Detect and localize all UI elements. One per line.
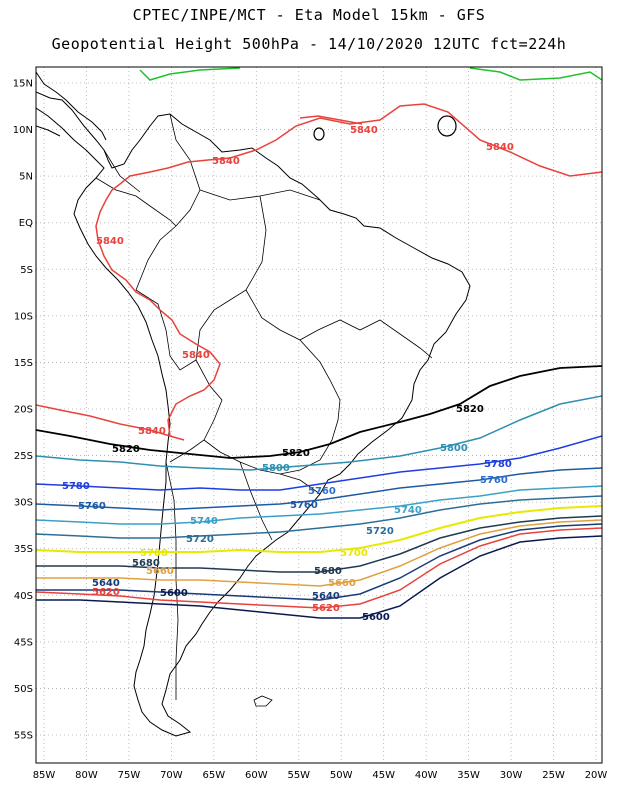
longitude-label: 60W (245, 770, 268, 781)
contour-line-5780 (36, 435, 602, 491)
longitude-label: 40W (415, 770, 438, 781)
contour-label: 5700 (140, 548, 168, 559)
contour-label: 5840 (486, 142, 514, 153)
contour-line-green (139, 67, 602, 81)
latitude-label: 5N (19, 172, 33, 183)
contour-line-5660 (36, 519, 602, 587)
contour-line-5620 (36, 527, 602, 609)
longitude-label: 25W (542, 770, 565, 781)
contour-label: 5620 (92, 587, 120, 598)
latitude-label: 10S (14, 311, 33, 322)
contour-label: 5660 (146, 566, 174, 577)
latitude-label: 45S (14, 637, 33, 648)
latitude-label: 15S (14, 358, 33, 369)
latitude-label: EQ (19, 218, 33, 229)
contour-label: 5760 (480, 475, 508, 486)
map-frame (35, 66, 603, 764)
latitude-label: 15N (13, 79, 33, 90)
contour-label: 5680 (314, 566, 342, 577)
longitude-label: 75W (118, 770, 141, 781)
contour-label: 5680 (132, 558, 160, 569)
contour-line-5720 (36, 495, 602, 539)
contour-line-5840-east (299, 115, 363, 125)
contour-line-5640 (36, 523, 602, 601)
contour-label: 5700 (340, 548, 368, 559)
longitude-label: 70W (160, 770, 183, 781)
contour-label: 5660 (328, 578, 356, 589)
contour-label: 5600 (362, 612, 390, 623)
contour-label: 5740 (190, 516, 218, 527)
latitude-label: 25S (14, 451, 33, 462)
contour-line-5820 (36, 365, 602, 459)
contour-label: 5800 (440, 443, 468, 454)
latitude-label: 35S (14, 544, 33, 555)
contour-label: 5840 (212, 156, 240, 167)
longitude-label: 50W (330, 770, 353, 781)
contour-label: 5840 (96, 236, 124, 247)
longitude-label: 85W (33, 770, 56, 781)
longitude-labels: 85W 80W 75W 70W 65W 60W 55W 50W 45W 40W 35W 30W 25W 2… (33, 770, 608, 781)
map-title-line1: CPTEC/INPE/MCT - Eta Model 15km - GFS (132, 6, 486, 24)
longitude-label: 65W (203, 770, 226, 781)
latitude-label: 40S (14, 591, 33, 602)
longitude-label: 35W (457, 770, 480, 781)
contour-line-5700 (36, 505, 602, 553)
contour-label: 5760 (290, 500, 318, 511)
contour-line-5680 (36, 515, 602, 573)
falkland-islands (253, 695, 273, 707)
central-america-coastline (36, 71, 107, 141)
contour-label: 5840 (182, 350, 210, 361)
contour-label: 5820 (282, 448, 310, 459)
contour-label: 5840 (350, 125, 378, 136)
longitude-label: 55W (287, 770, 310, 781)
latitude-label: 20S (14, 405, 33, 416)
contour-label: 5720 (366, 526, 394, 537)
atlantic-low-center (437, 115, 457, 137)
small-high-center (313, 127, 325, 141)
south-america-coastline (36, 91, 471, 737)
contour-label: 5800 (262, 463, 290, 474)
contour-label: 5720 (186, 534, 214, 545)
latitude-labels: 15N 10N 5N EQ 5S 10S 15S 20S 25S 30S 35S 40S 45S 50S 5… (13, 79, 33, 742)
longitude-label: 80W (75, 770, 98, 781)
contour-label: 5600 (160, 588, 188, 599)
contour-line-5600 (36, 535, 602, 619)
contour-label: 5620 (312, 603, 340, 614)
contour-line-5800 (36, 395, 602, 471)
latitude-label: 30S (14, 498, 33, 509)
contour-label: 5780 (484, 459, 512, 470)
contour-label: 5820 (456, 404, 484, 415)
contour-label: 5780 (62, 481, 90, 492)
longitude-label: 45W (372, 770, 395, 781)
contour-line-5760 (36, 467, 602, 511)
longitude-label: 30W (500, 770, 523, 781)
latitude-label: 10N (13, 125, 33, 136)
contour-label: 5640 (312, 591, 340, 602)
contour-label: 5740 (394, 505, 422, 516)
contour-label: 5640 (92, 578, 120, 589)
contour-label: 5760 (308, 486, 336, 497)
contour-labels: 5840 5840 5840 5840 5840 5840 5820 5820 … (62, 125, 514, 623)
longitude-label: 20W (585, 770, 608, 781)
contour-line-5740 (36, 485, 602, 525)
contour-label: 5760 (78, 501, 106, 512)
latitude-label: 5S (20, 265, 33, 276)
latitude-label: 55S (14, 731, 33, 742)
contour-label: 5840 (138, 426, 166, 437)
contour-line-5840-north (36, 103, 602, 441)
map-grid (36, 67, 602, 763)
contour-label: 5820 (112, 444, 140, 455)
latitude-label: 50S (14, 684, 33, 695)
map-title-line2: Geopotential Height 500hPa - 14/10/2020 … (51, 35, 567, 53)
